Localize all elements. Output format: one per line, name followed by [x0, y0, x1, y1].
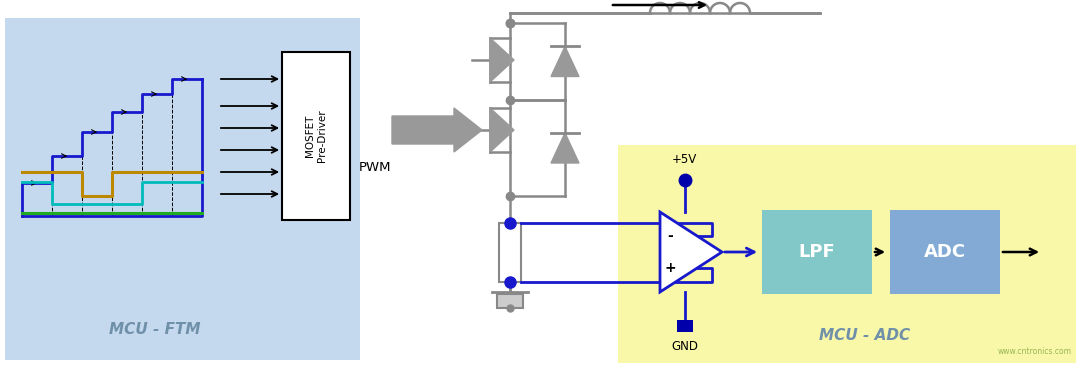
- Text: MOSFET
Pre-Driver: MOSFET Pre-Driver: [306, 110, 327, 162]
- Text: ADC: ADC: [923, 243, 967, 261]
- Text: PWM: PWM: [359, 161, 391, 175]
- Text: MCU - FTM: MCU - FTM: [109, 322, 201, 338]
- Text: LPF: LPF: [798, 243, 835, 261]
- FancyBboxPatch shape: [618, 145, 1076, 363]
- Polygon shape: [551, 46, 579, 76]
- FancyBboxPatch shape: [677, 320, 692, 332]
- Text: -: -: [667, 229, 673, 243]
- FancyBboxPatch shape: [762, 210, 872, 294]
- Text: current: current: [626, 0, 684, 3]
- FancyBboxPatch shape: [890, 210, 1000, 294]
- Text: +: +: [664, 261, 676, 275]
- FancyBboxPatch shape: [497, 294, 523, 308]
- Text: MCU - ADC: MCU - ADC: [820, 328, 910, 344]
- Polygon shape: [490, 108, 514, 152]
- FancyBboxPatch shape: [499, 223, 521, 282]
- FancyArrow shape: [392, 108, 482, 152]
- FancyBboxPatch shape: [282, 52, 350, 220]
- Polygon shape: [490, 38, 514, 82]
- Text: GND: GND: [672, 340, 699, 353]
- FancyBboxPatch shape: [5, 18, 360, 360]
- Text: +5V: +5V: [672, 153, 698, 166]
- Polygon shape: [660, 212, 723, 292]
- Polygon shape: [551, 133, 579, 163]
- Text: www.cntronics.com: www.cntronics.com: [998, 347, 1072, 356]
